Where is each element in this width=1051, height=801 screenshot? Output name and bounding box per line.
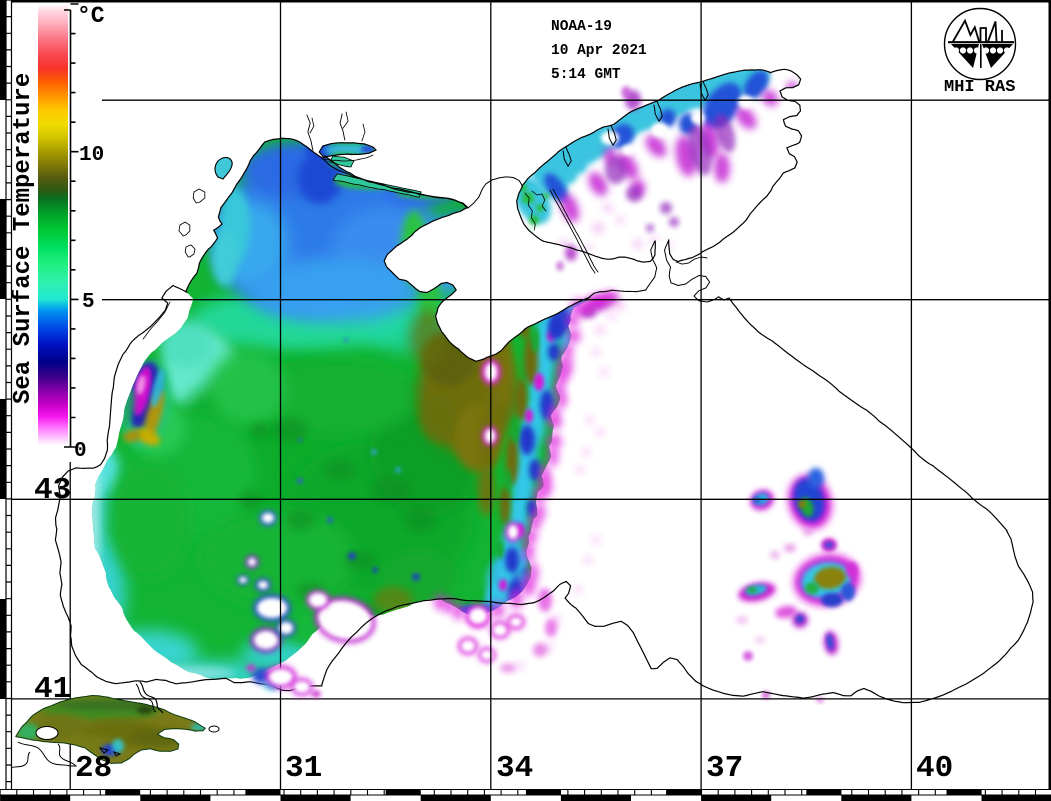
svg-text:°C: °C — [77, 3, 105, 29]
svg-text:Sea Surface Temperature: Sea Surface Temperature — [10, 73, 37, 404]
svg-text:10 Apr 2021: 10 Apr 2021 — [551, 43, 647, 59]
svg-text:40: 40 — [916, 751, 953, 786]
svg-text:5: 5 — [82, 291, 95, 314]
svg-text:34: 34 — [496, 751, 533, 786]
svg-text:37: 37 — [706, 751, 743, 786]
svg-text:NOAA-19: NOAA-19 — [551, 19, 612, 35]
svg-text:0: 0 — [74, 440, 87, 463]
svg-text:31: 31 — [285, 751, 322, 786]
svg-text:5:14 GMT: 5:14 GMT — [551, 67, 621, 83]
svg-text:10: 10 — [79, 144, 104, 167]
svg-text:MHI RAS: MHI RAS — [944, 78, 1015, 97]
svg-text:28: 28 — [75, 751, 112, 786]
svg-text:41: 41 — [34, 672, 71, 707]
svg-text:43: 43 — [34, 473, 71, 508]
